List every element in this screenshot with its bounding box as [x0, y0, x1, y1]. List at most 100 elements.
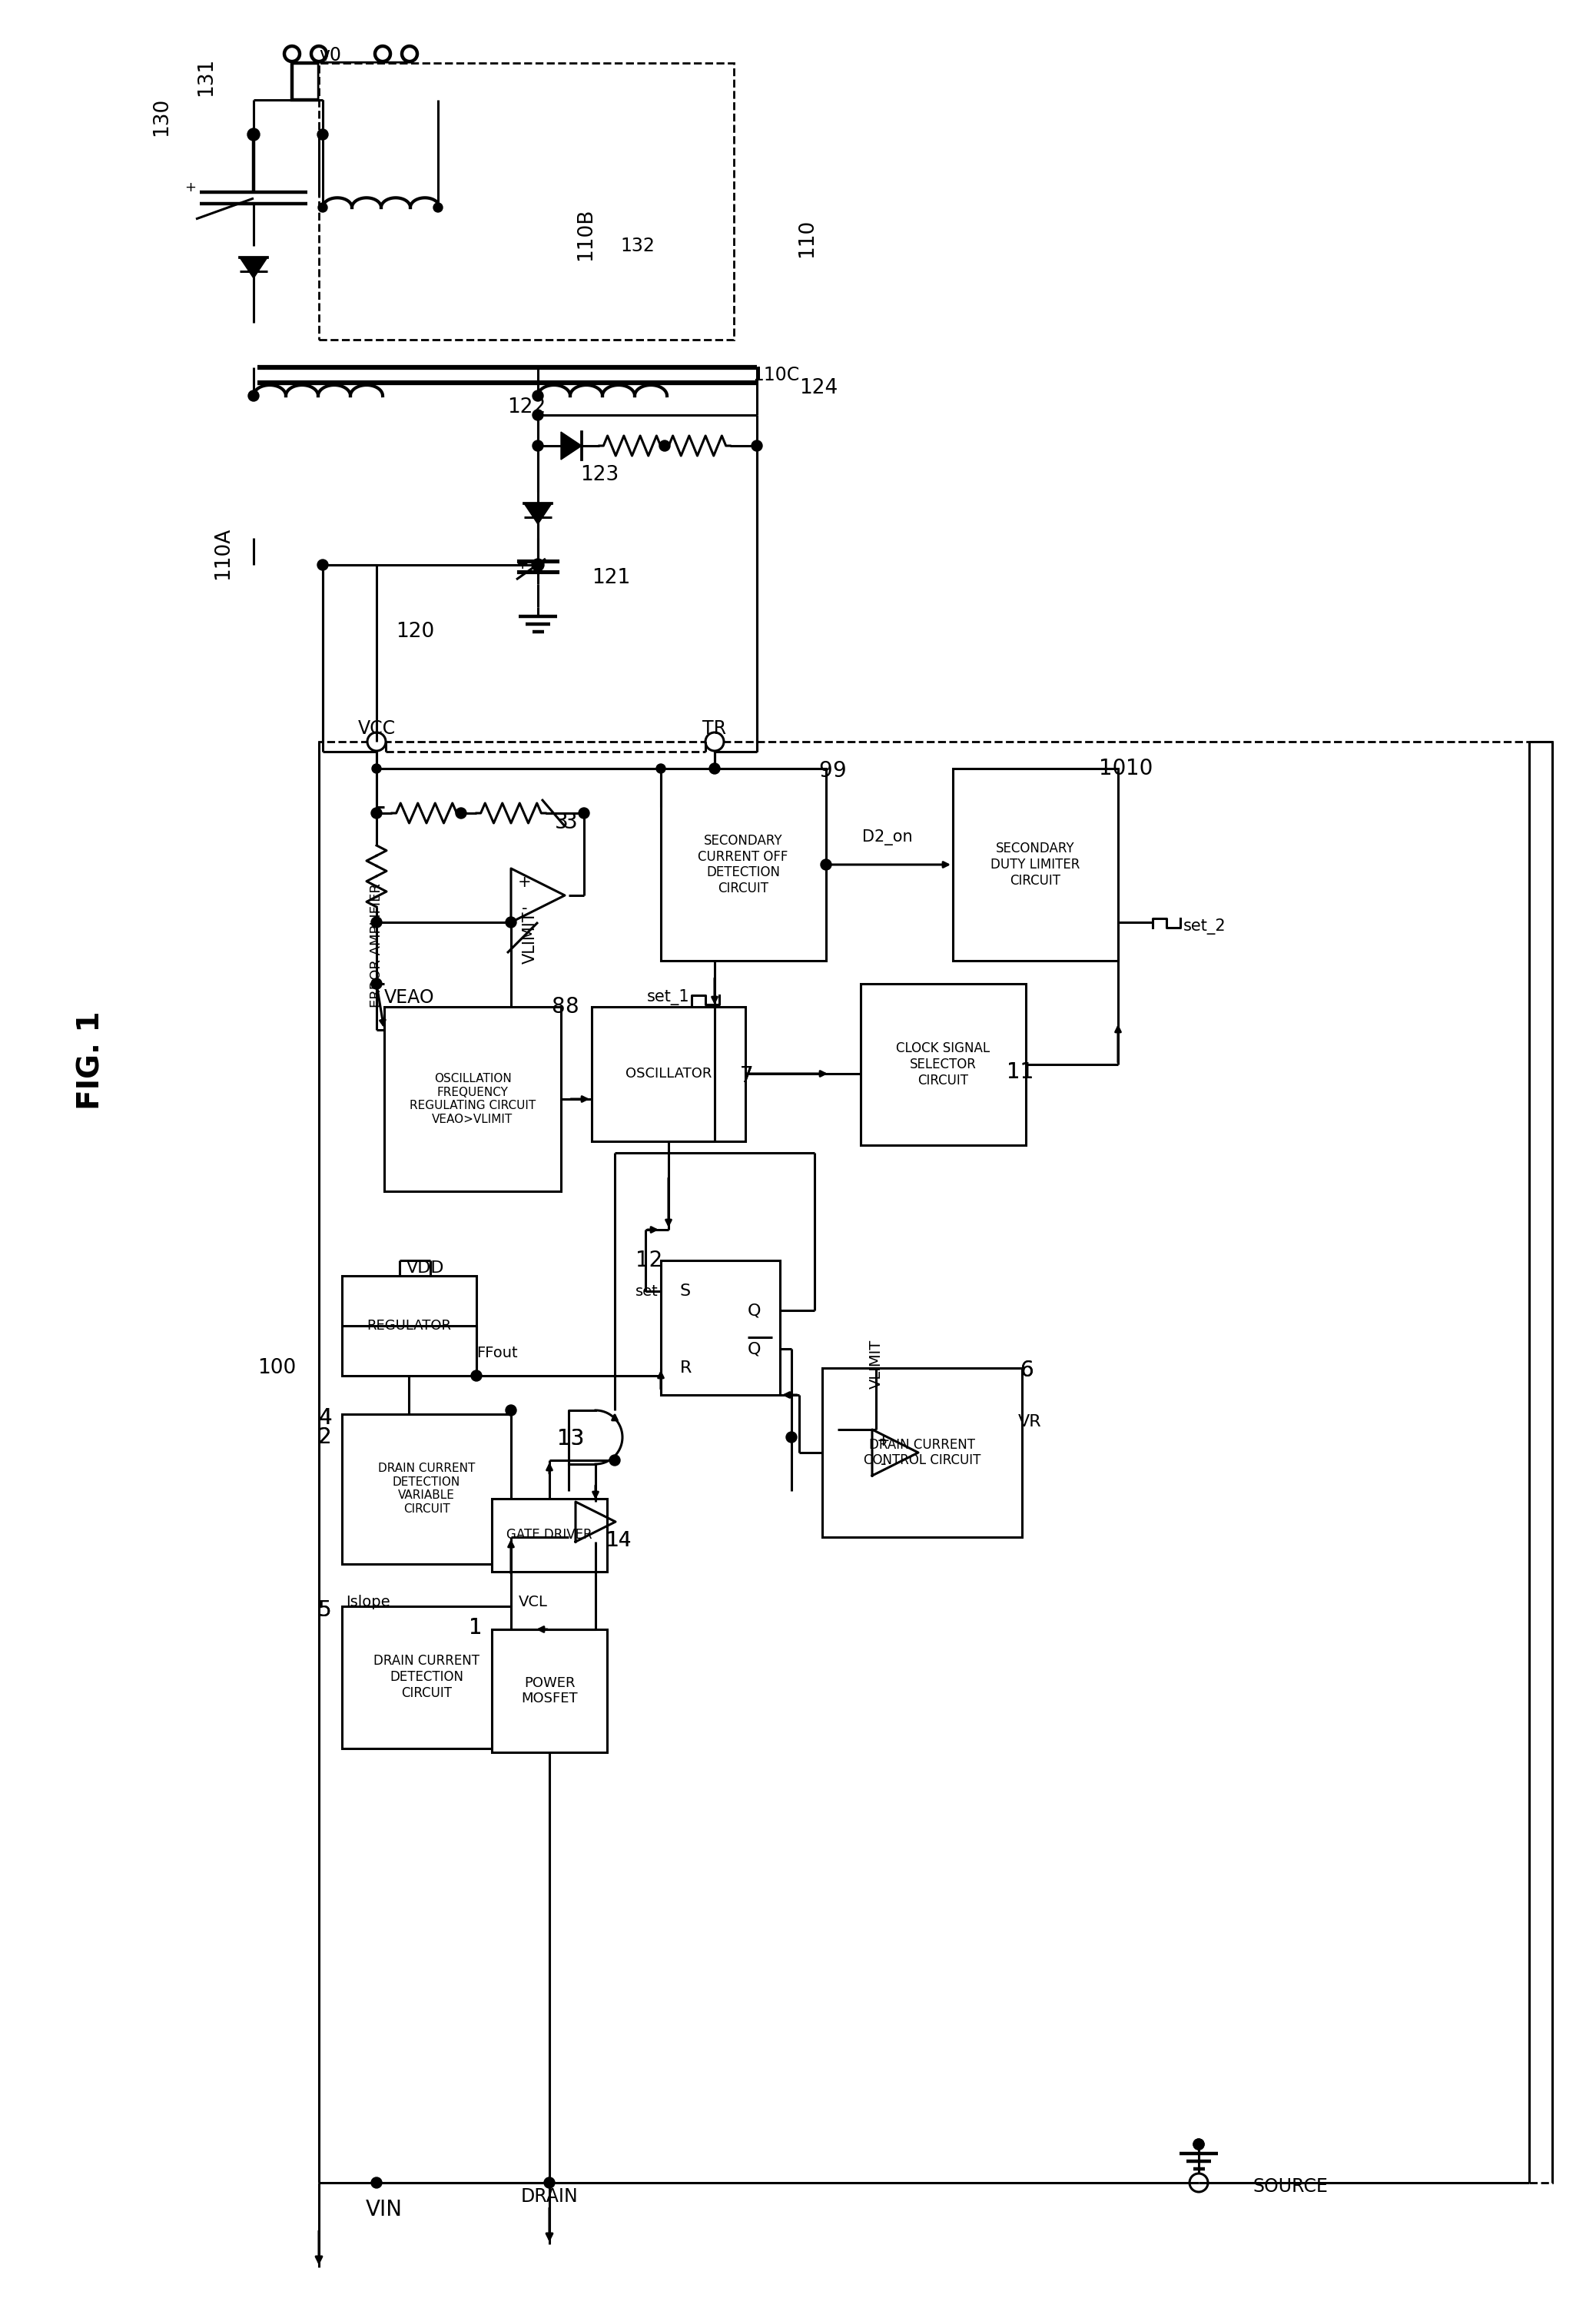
Bar	[321, 62, 383, 99]
Text: +: +	[516, 558, 528, 572]
Text: 100: 100	[257, 1358, 295, 1379]
Circle shape	[506, 917, 517, 928]
Circle shape	[533, 391, 543, 402]
Text: Q: Q	[747, 1303, 761, 1319]
Text: R: R	[680, 1360, 691, 1377]
Circle shape	[456, 809, 466, 818]
Bar	[319, 62, 734, 340]
Circle shape	[506, 1404, 517, 1416]
Circle shape	[705, 733, 725, 751]
Text: set_2: set_2	[1183, 917, 1226, 935]
Text: OSCILLATOR: OSCILLATOR	[626, 1066, 712, 1080]
Text: 110C: 110C	[753, 365, 800, 384]
Text: 2: 2	[319, 1427, 332, 1448]
Text: VEAO: VEAO	[385, 988, 434, 1007]
Text: 2: 2	[319, 1427, 332, 1448]
Bar	[342, 1606, 511, 1749]
Circle shape	[591, 1537, 602, 1547]
Text: SOURCE: SOURCE	[1253, 2176, 1328, 2197]
Text: 132: 132	[621, 237, 654, 255]
Circle shape	[656, 763, 666, 772]
Circle shape	[610, 1455, 621, 1466]
Circle shape	[544, 2176, 555, 2188]
Text: S: S	[680, 1285, 691, 1298]
Circle shape	[752, 441, 763, 450]
Text: POWER
MOSFET: POWER MOSFET	[522, 1675, 578, 1705]
Text: VCL: VCL	[519, 1595, 547, 1611]
Text: Q: Q	[747, 1342, 761, 1356]
Text: 9: 9	[832, 761, 846, 781]
Text: 10: 10	[1098, 758, 1125, 779]
Circle shape	[247, 129, 260, 140]
Text: DRAIN CURRENT
DETECTION
VARIABLE
CIRCUIT: DRAIN CURRENT DETECTION VARIABLE CIRCUIT	[378, 1464, 476, 1514]
Circle shape	[372, 2176, 381, 2188]
Text: REGULATOR: REGULATOR	[367, 1319, 452, 1333]
Text: +: +	[185, 182, 196, 195]
Text: ERROR AMPLIFIER: ERROR AMPLIFIER	[370, 882, 383, 1007]
Text: 10: 10	[1125, 758, 1152, 779]
Bar	[492, 1498, 606, 1572]
Circle shape	[471, 1370, 482, 1381]
Text: 1: 1	[469, 1618, 482, 1638]
Bar	[383, 62, 410, 99]
Bar	[342, 1275, 477, 1377]
Text: 9: 9	[819, 761, 832, 781]
Circle shape	[249, 391, 259, 402]
Text: 12: 12	[635, 1250, 662, 1271]
Text: 4: 4	[319, 1406, 332, 1429]
Text: SECONDARY
CURRENT OFF
DETECTION
CIRCUIT: SECONDARY CURRENT OFF DETECTION CIRCUIT	[697, 834, 788, 896]
Circle shape	[318, 558, 329, 570]
Text: 11: 11	[1007, 1062, 1034, 1082]
Text: -: -	[522, 901, 528, 917]
Text: 124: 124	[800, 379, 838, 398]
Text: DRAIN CURRENT
CONTROL CIRCUIT: DRAIN CURRENT CONTROL CIRCUIT	[863, 1439, 980, 1468]
Text: DRAIN: DRAIN	[520, 2188, 578, 2206]
Circle shape	[311, 46, 327, 62]
Text: VLIMIT: VLIMIT	[522, 912, 538, 965]
Polygon shape	[239, 257, 268, 278]
Polygon shape	[523, 503, 552, 524]
Text: VR: VR	[1018, 1413, 1042, 1429]
Text: OSCILLATION
FREQUENCY
REGULATING CIRCUIT
VEAO>VLIMIT: OSCILLATION FREQUENCY REGULATING CIRCUIT…	[410, 1073, 536, 1124]
Text: set_1: set_1	[646, 990, 689, 1007]
Circle shape	[709, 763, 720, 774]
Circle shape	[284, 46, 300, 62]
Bar	[492, 1629, 606, 1753]
Bar	[822, 1367, 1021, 1537]
Text: 6: 6	[1020, 1360, 1034, 1381]
Text: 6: 6	[1020, 1360, 1034, 1381]
Text: 131: 131	[196, 57, 215, 97]
Text: 130: 130	[152, 97, 171, 136]
Text: 4: 4	[319, 1406, 332, 1429]
Bar	[385, 1007, 560, 1190]
Text: 8: 8	[551, 995, 565, 1018]
Circle shape	[372, 917, 381, 928]
Circle shape	[1194, 2139, 1203, 2149]
Circle shape	[533, 441, 543, 450]
Text: CLOCK SIGNAL
SELECTOR
CIRCUIT: CLOCK SIGNAL SELECTOR CIRCUIT	[895, 1041, 990, 1087]
Text: TR: TR	[702, 719, 726, 738]
Circle shape	[372, 763, 381, 772]
Text: 110: 110	[796, 218, 817, 257]
Text: VDD: VDD	[407, 1259, 445, 1275]
Text: +: +	[519, 876, 531, 889]
Text: 110A: 110A	[212, 526, 233, 579]
Text: 13: 13	[557, 1427, 584, 1450]
Text: set: set	[635, 1285, 659, 1298]
Circle shape	[367, 733, 386, 751]
Text: 14: 14	[605, 1530, 632, 1551]
Circle shape	[372, 809, 381, 818]
Text: 8: 8	[565, 995, 578, 1018]
Polygon shape	[560, 432, 581, 460]
Bar	[953, 768, 1119, 961]
Text: 7: 7	[739, 1066, 753, 1087]
Text: 110B: 110B	[576, 209, 595, 260]
Text: 121: 121	[592, 568, 630, 588]
Circle shape	[434, 202, 442, 211]
Text: VLIMIT: VLIMIT	[868, 1340, 883, 1388]
Bar	[592, 1007, 745, 1142]
Text: FFout: FFout	[477, 1344, 517, 1360]
Circle shape	[659, 441, 670, 450]
Circle shape	[1189, 2174, 1208, 2192]
Text: 7: 7	[739, 1066, 753, 1087]
